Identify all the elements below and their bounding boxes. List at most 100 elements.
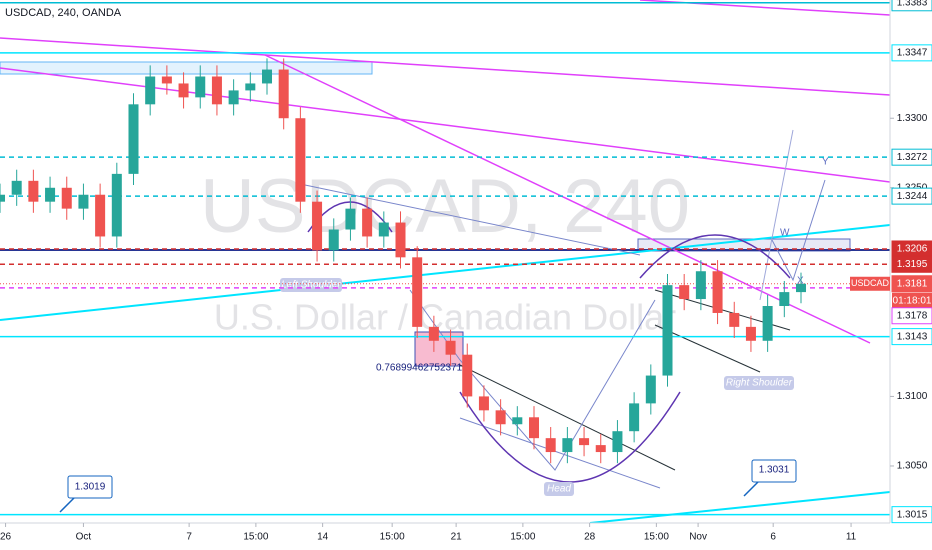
symbol-tag: USDCAD: [851, 278, 890, 288]
channel-line: [459, 417, 661, 489]
trend-line: [0, 37, 891, 96]
candle-body: [712, 271, 723, 313]
candle-body: [729, 312, 740, 327]
candle-body: [612, 431, 623, 453]
price-label: 1.3015: [897, 509, 928, 520]
candle-body: [595, 445, 606, 453]
candle-body: [579, 438, 590, 446]
price-label: 1.3244: [897, 191, 928, 202]
price-label: 1.3383: [897, 0, 928, 8]
drawings: Left Shoulder Head Right Shoulder 0.7689…: [0, 0, 891, 524]
candle-body: [145, 76, 156, 105]
candle-body: [378, 222, 389, 237]
callout-arrow: [59, 496, 76, 513]
price-label: 1.3195: [897, 259, 928, 270]
candle-body: [278, 69, 289, 119]
zone-box: [0, 61, 373, 75]
x-tick-label: 15:00: [644, 532, 669, 543]
watermark: USDCAD, 240 U.S. Dollar / Canadian Dolla…: [200, 164, 690, 337]
trend-line: [589, 491, 891, 524]
x-tick-label: 15:00: [510, 532, 535, 543]
candle-body: [462, 354, 473, 397]
candle-body: [0, 194, 6, 202]
candle-body: [445, 340, 456, 355]
candle-body: [662, 285, 673, 376]
candle-body: [111, 173, 122, 237]
x-tick-label: Nov: [689, 532, 707, 543]
price-label-bg: [891, 148, 932, 166]
callout-text: 1.3031: [759, 465, 790, 476]
price-label-bg: [891, 255, 932, 273]
candle-body: [629, 403, 640, 432]
x-tick-label: 14: [317, 532, 329, 543]
candle-body: [261, 69, 273, 84]
trend-line: [264, 54, 871, 344]
symbol-tag-bg: [850, 276, 890, 291]
candles: [0, 58, 807, 464]
candle-body: [562, 438, 573, 453]
pattern-label: Left Shoulder: [281, 280, 341, 291]
candle-body: [312, 201, 323, 251]
price-label-bg: [891, 187, 932, 205]
watermark-symbol: USDCAD, 240: [200, 164, 690, 249]
callout-arrow: [743, 481, 759, 497]
pattern-label: Right Shoulder: [726, 378, 793, 389]
candle-body: [45, 187, 56, 202]
price-label: 1.3300: [897, 113, 928, 124]
price-label: 1.3178: [897, 310, 928, 321]
channel-line: [459, 364, 676, 471]
candle-body: [295, 118, 306, 202]
x-tick-label: 7: [186, 532, 192, 543]
projection-line: [759, 129, 794, 301]
levels: [0, 2, 890, 516]
candle-body: [178, 83, 189, 98]
x-tick-label: 6: [770, 532, 776, 543]
label-bg: [724, 376, 794, 390]
projection-line: [771, 179, 826, 282]
x-tick-label: Oct: [76, 532, 92, 543]
candle-body: [695, 271, 706, 300]
candle-body: [61, 187, 72, 209]
candle-body: [645, 375, 656, 404]
candle-body: [345, 208, 356, 230]
x-tick-label: 15:00: [380, 532, 405, 543]
candle-body: [412, 257, 423, 327]
candle-body: [528, 417, 540, 439]
price-axis: [890, 0, 932, 550]
x-tick-label: 11: [846, 532, 857, 543]
price-label-bg: [891, 328, 932, 346]
price-label-bg: [891, 44, 932, 62]
shoulder-arc: [639, 234, 791, 279]
projection-line: [409, 289, 656, 471]
x-tick-label: 15:00: [243, 532, 268, 543]
candle-body: [745, 326, 756, 341]
label-bg: [544, 482, 574, 496]
candle-body: [779, 292, 790, 307]
watermark-name: U.S. Dollar / Canadian Dollar: [214, 297, 676, 338]
candle-body: [195, 76, 206, 98]
x-tick-label: 28: [584, 532, 596, 543]
price-label: 1.3347: [897, 47, 928, 58]
candle-body: [512, 417, 523, 425]
callout-box: [751, 459, 797, 483]
candle-body: [762, 306, 773, 341]
candle-body: [679, 285, 690, 300]
price-label: 1.3272: [897, 152, 928, 163]
price-label: 1.3100: [897, 391, 928, 402]
price-label: 1.3143: [897, 331, 928, 342]
fib-label: 0.768994627523718: [376, 363, 468, 374]
candle-body: [95, 194, 106, 237]
candle-body: [545, 438, 556, 453]
time-axis: [0, 523, 932, 550]
x-tick-label: 21: [451, 532, 463, 543]
callout-text: 1.3019: [75, 482, 106, 493]
price-label: 1.3181: [897, 278, 928, 289]
candle-body: [495, 410, 506, 425]
candle-body: [328, 229, 339, 251]
candle-body: [78, 194, 89, 209]
candle-body: [228, 90, 239, 105]
pattern-label: Head: [547, 484, 571, 495]
